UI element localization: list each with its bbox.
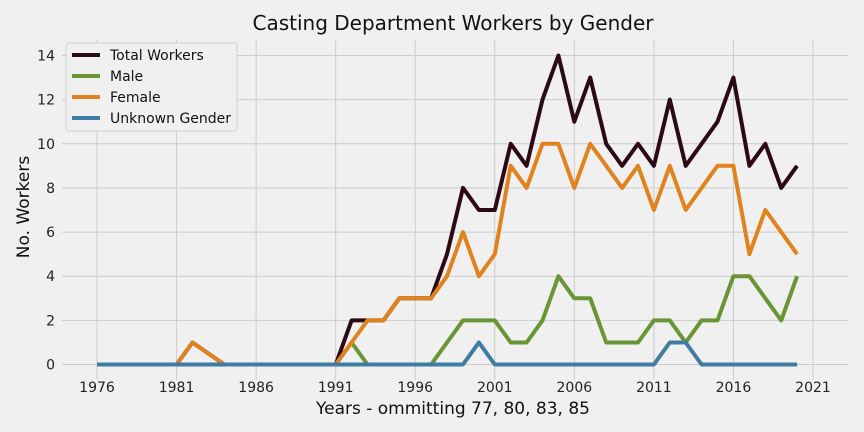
x-tick-label: 2001: [477, 380, 513, 396]
y-tick-label: 6: [46, 225, 55, 241]
x-tick-label: 2016: [716, 380, 752, 396]
legend-label-unknown-gender: Unknown Gender: [110, 111, 231, 127]
legend-label-female: Female: [110, 90, 161, 106]
x-tick-label: 1976: [79, 380, 115, 396]
x-tick-label: 2021: [795, 380, 831, 396]
legend: Total Workers Male Female Unknown Gender: [65, 42, 238, 132]
legend-label-male: Male: [110, 69, 143, 85]
y-axis-title: No. Workers: [14, 156, 34, 259]
x-tick-label: 1996: [397, 380, 433, 396]
series-lines: [97, 53, 799, 367]
series-line-unknown-gender: [97, 340, 798, 367]
legend-box: [65, 42, 238, 132]
x-tick-label: 1981: [159, 380, 195, 396]
x-tick-label: 2006: [557, 380, 593, 396]
y-tick-label: 4: [46, 269, 55, 285]
y-tick-label: 12: [37, 93, 55, 109]
y-tick-label: 2: [46, 313, 55, 329]
x-tick-label: 1986: [238, 380, 274, 396]
x-axis-title: Years - ommitting 77, 80, 83, 85: [315, 399, 590, 419]
chart-title: Casting Department Workers by Gender: [253, 11, 655, 35]
y-tick-label: 8: [46, 181, 55, 197]
y-axis-ticks: 0 2 4 6 8 10 12 14: [37, 48, 55, 373]
y-tick-label: 14: [37, 48, 55, 64]
y-tick-label: 10: [37, 137, 55, 153]
legend-label-total-workers: Total Workers: [109, 48, 204, 64]
x-axis-ticks: 1976 1981 1986 1991 1996 2001 2006 2011 2016 2021: [79, 380, 831, 396]
x-tick-label: 1991: [318, 380, 354, 396]
y-tick-label: 0: [46, 358, 55, 374]
x-tick-label: 2011: [636, 380, 672, 396]
